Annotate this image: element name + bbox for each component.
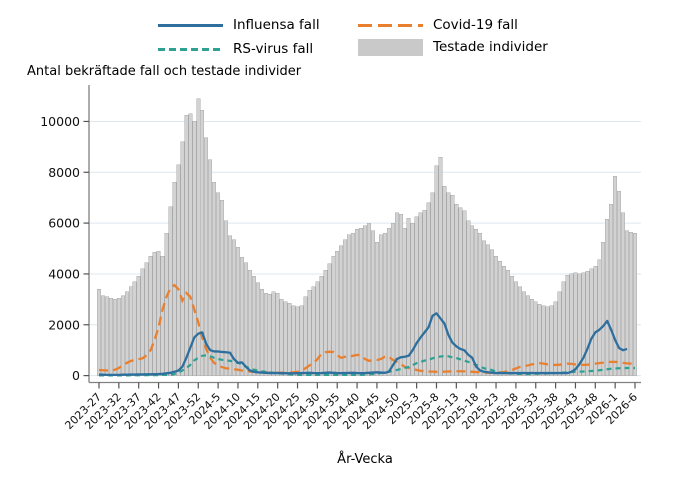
covid-line [98,283,636,374]
legend-item-testade: Testade individer [358,36,548,58]
legend-label-covid: Covid-19 fall [433,17,518,33]
legend-label-testade: Testade individer [433,39,548,55]
svg-text:10000: 10000 [40,114,80,129]
legend: Influensa fall Covid-19 fall RS-virus fa… [0,0,682,64]
axes [88,85,641,384]
svg-text:4000: 4000 [48,266,80,281]
legend-label-influensa: Influensa fall [233,17,320,33]
chart-title: Antal bekräftade fall och testade indivi… [27,64,302,79]
legend-item-influensa: Influensa fall [158,14,320,36]
svg-text:0: 0 [72,368,80,383]
influensa-line [98,312,628,376]
testade-box-swatch [358,38,423,56]
tested-bars [97,98,637,376]
y-tick-labels: 0 2000 4000 6000 8000 10000 [40,114,89,383]
svg-text:6000: 6000 [48,216,80,231]
svg-text:2000: 2000 [48,317,80,332]
x-axis-title: År-Vecka [337,452,393,467]
x-tick-labels: 2023-272023-322023-372023-422023-472023-… [62,382,640,432]
legend-item-rs-virus: RS-virus fall [158,38,313,60]
influensa-line-swatch [158,23,223,27]
covid-line-swatch [358,23,423,27]
svg-text:8000: 8000 [48,165,80,180]
legend-item-covid: Covid-19 fall [358,14,518,36]
rs-virus-line-swatch [158,47,223,51]
legend-label-rs-virus: RS-virus fall [233,41,314,57]
